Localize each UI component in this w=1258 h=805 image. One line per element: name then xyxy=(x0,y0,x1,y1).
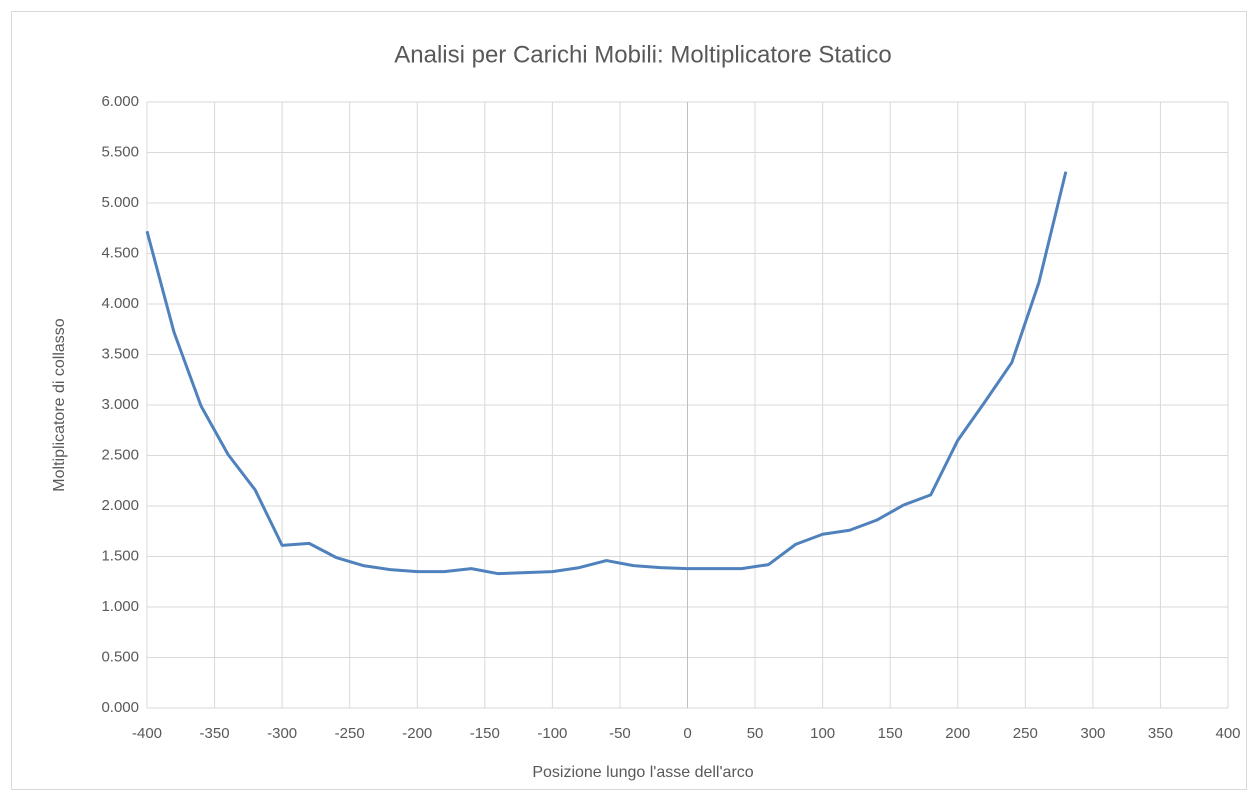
y-tick-label: 3.500 xyxy=(101,345,139,362)
x-tick-label: 400 xyxy=(1215,725,1240,742)
x-tick-label: -400 xyxy=(132,725,162,742)
x-tick-label: 250 xyxy=(1013,725,1038,742)
x-tick-label: 300 xyxy=(1080,725,1105,742)
chart-title: Analisi per Carichi Mobili: Moltiplicato… xyxy=(394,41,892,68)
x-tick-label: 350 xyxy=(1148,725,1173,742)
x-tick-label: -350 xyxy=(200,725,230,742)
x-tick-label: -200 xyxy=(402,725,432,742)
y-tick-label: 2.500 xyxy=(101,446,139,463)
chart-border xyxy=(11,11,1247,790)
y-tick-label: 2.000 xyxy=(101,497,139,514)
y-tick-label: 1.000 xyxy=(101,598,139,615)
y-tick-label: 5.500 xyxy=(101,143,139,160)
x-tick-label: -250 xyxy=(335,725,365,742)
x-tick-label: 100 xyxy=(810,725,835,742)
y-tick-label: 4.000 xyxy=(101,295,139,312)
y-tick-label: 5.000 xyxy=(101,194,139,211)
y-tick-label: 6.000 xyxy=(101,93,139,110)
data-line xyxy=(145,171,1068,576)
x-axis-label: Posizione lungo l'asse dell'arco xyxy=(532,764,753,781)
y-tick-label: 1.500 xyxy=(101,547,139,564)
x-tick-label: -50 xyxy=(609,725,631,742)
x-tick-label: 0 xyxy=(683,725,691,742)
y-tick-label: 3.000 xyxy=(101,396,139,413)
y-tick-label: 0.500 xyxy=(101,648,139,665)
y-tick-label: 4.500 xyxy=(101,244,139,261)
x-tick-label: -150 xyxy=(470,725,500,742)
y-axis-label: Moltiplicatore di collasso xyxy=(51,318,68,492)
y-tick-label: 0.000 xyxy=(101,699,139,716)
x-tick-label: -300 xyxy=(267,725,297,742)
x-tick-label: 150 xyxy=(878,725,903,742)
x-tick-label: 200 xyxy=(945,725,970,742)
x-tick-label: 50 xyxy=(747,725,764,742)
x-tick-label: -100 xyxy=(537,725,567,742)
